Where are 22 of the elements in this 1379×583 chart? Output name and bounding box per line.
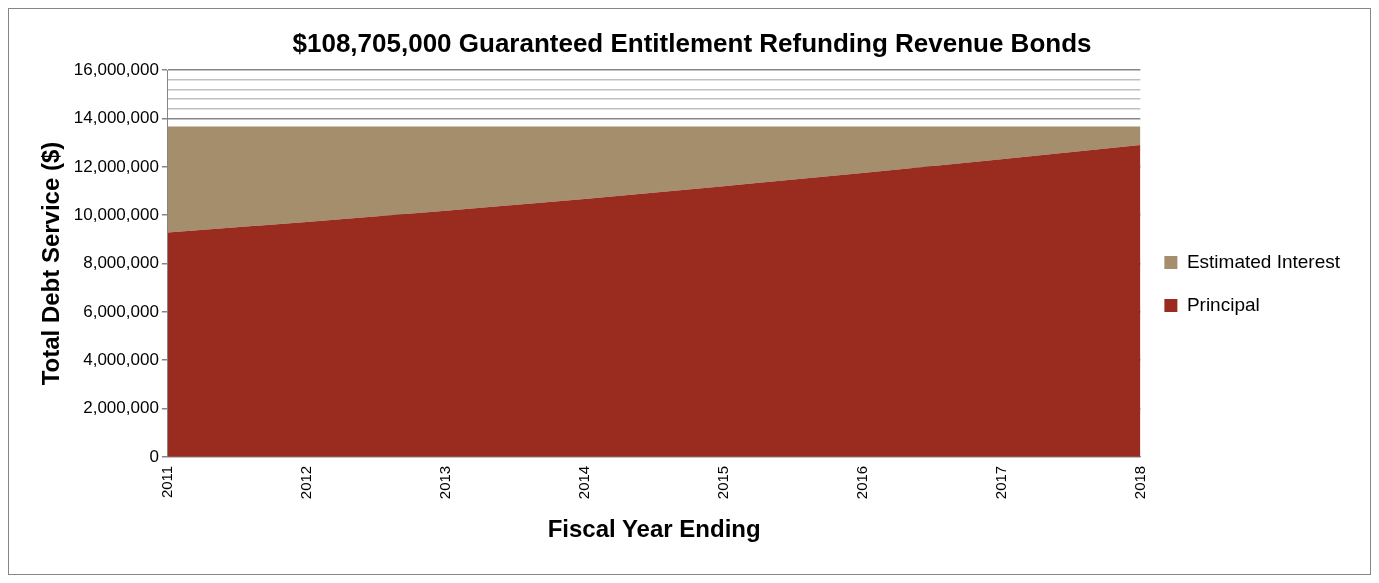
- x-tick-label: 2012: [296, 465, 314, 500]
- x-tick-label: 2018: [1130, 465, 1148, 500]
- y-tick-label: 10,000,000: [73, 204, 159, 224]
- x-tick-label: 2011: [158, 465, 176, 499]
- y-tick-label: 0: [149, 446, 159, 466]
- x-axis-title: Fiscal Year Ending: [547, 515, 761, 543]
- y-tick-label: 8,000,000: [83, 253, 159, 273]
- x-tick-label: 2015: [713, 465, 731, 500]
- x-tick-label: 2014: [574, 465, 592, 500]
- chart-title: $108,705,000 Guaranteed Entitlement Refunding Revenue Bonds: [292, 27, 1092, 58]
- y-tick-label: 6,000,000: [83, 301, 159, 321]
- x-tick-label: 2017: [991, 465, 1009, 500]
- x-tick-label: 2013: [435, 465, 453, 500]
- x-tick-label: 2016: [852, 465, 870, 500]
- y-tick-label: 2,000,000: [83, 398, 159, 418]
- y-tick-label: 12,000,000: [73, 156, 159, 176]
- y-axis-title: Total Debt Service ($): [37, 141, 65, 386]
- y-tick-label: 16,000,000: [73, 59, 159, 79]
- legend-label: Principal: [1186, 293, 1260, 315]
- y-tick-label: 4,000,000: [83, 349, 159, 369]
- y-tick-label: 14,000,000: [73, 108, 159, 128]
- legend-label: Estimated Interest: [1186, 250, 1341, 272]
